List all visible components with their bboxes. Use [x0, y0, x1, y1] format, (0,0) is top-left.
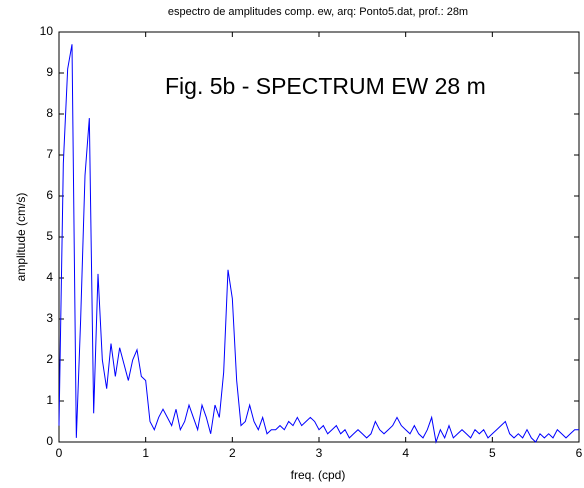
y-tick-label: 8 — [46, 106, 53, 120]
annotation: Fig. 5b - SPECTRUM EW 28 m — [165, 73, 486, 99]
y-tick-label: 5 — [46, 229, 53, 243]
y-tick-label: 7 — [46, 147, 53, 161]
y-tick-label: 1 — [46, 393, 53, 407]
y-tick-label: 3 — [46, 311, 53, 325]
y-tick-label: 2 — [46, 352, 53, 366]
x-tick-label: 2 — [229, 446, 236, 460]
x-tick-label: 6 — [576, 446, 583, 460]
spectrum-line — [58, 44, 579, 444]
x-tick-label: 4 — [402, 446, 409, 460]
x-tick-label: 0 — [56, 446, 63, 460]
y-tick-label: 9 — [46, 65, 53, 79]
x-tick-label: 3 — [316, 446, 323, 460]
y-tick-label: 6 — [46, 188, 53, 202]
chart-title: espectro de amplitudes comp. ew, arq: Po… — [168, 6, 468, 18]
y-tick-label: 10 — [40, 24, 54, 38]
y-tick-label: 4 — [46, 270, 53, 284]
x-axis-label: freq. (cpd) — [291, 468, 346, 482]
x-tick-label: 5 — [489, 446, 496, 460]
y-axis-label: amplitude (cm/s) — [14, 193, 28, 282]
x-tick-label: 1 — [142, 446, 149, 460]
y-tick-label: 0 — [46, 434, 53, 448]
